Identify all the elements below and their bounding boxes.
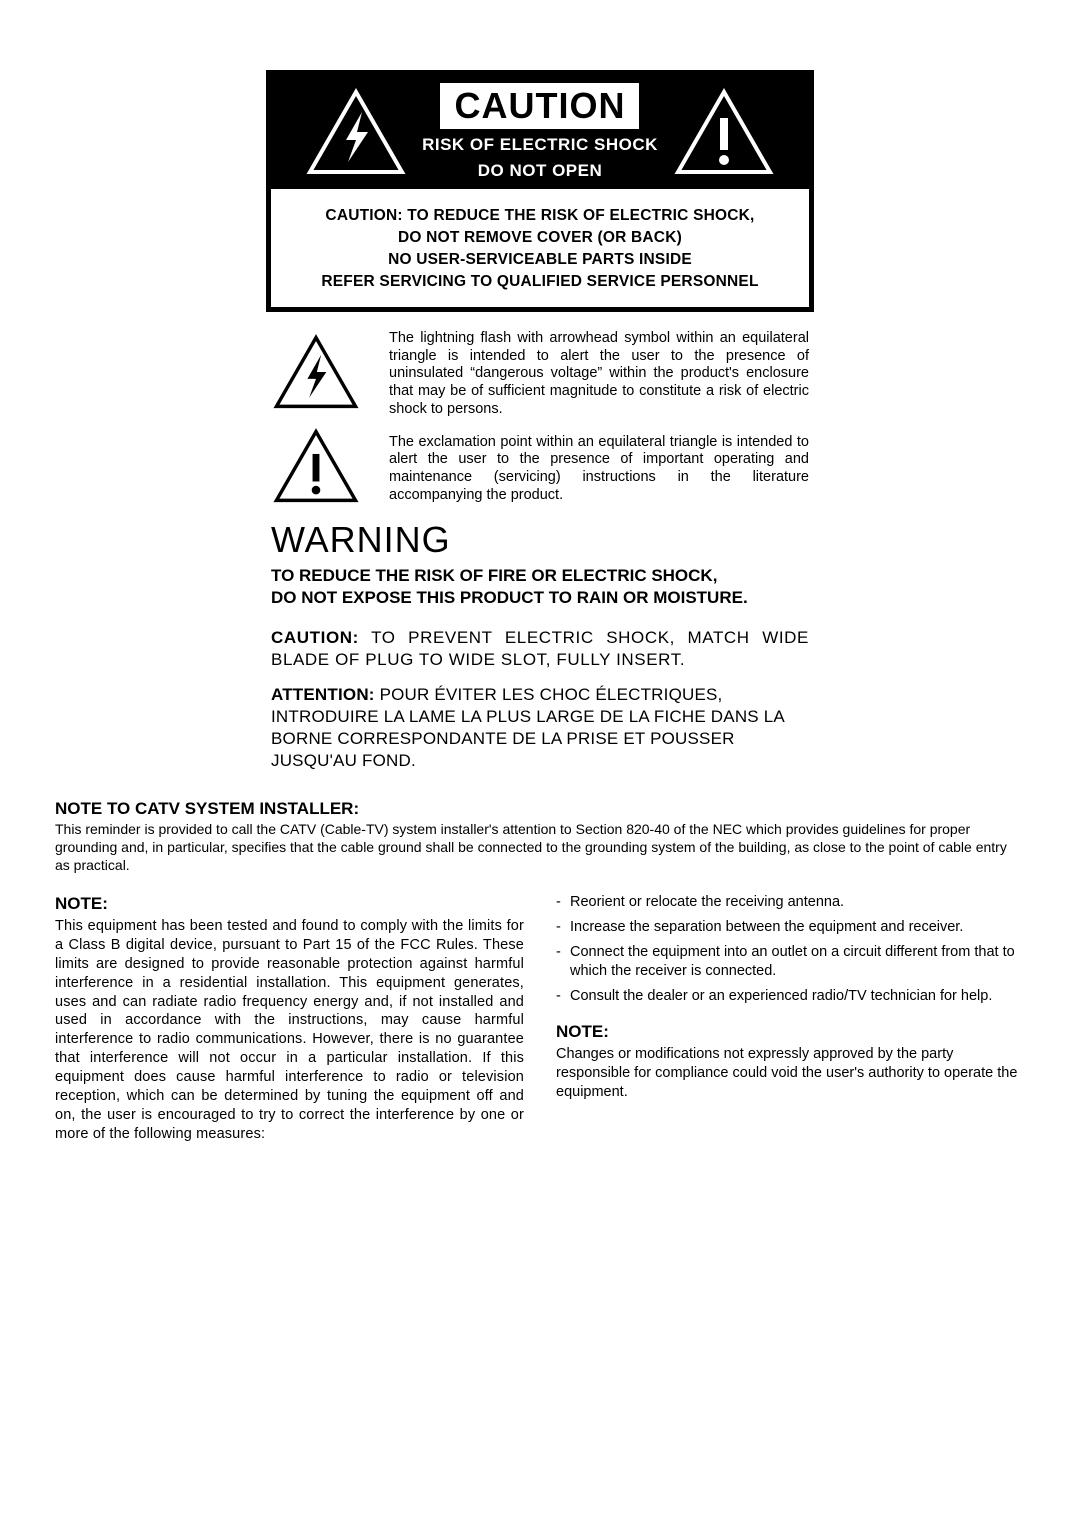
warning-line-2: DO NOT EXPOSE THIS PRODUCT TO RAIN OR MO…	[271, 588, 748, 607]
caution-box-body: CAUTION: TO REDUCE THE RISK OF ELECTRIC …	[271, 189, 809, 307]
bullet-item: Connect the equipment into an outlet on …	[556, 943, 1025, 981]
exclaim-triangle-icon	[273, 428, 359, 504]
lightning-triangle-icon	[306, 88, 406, 176]
bullet-item: Increase the separation between the equi…	[556, 918, 1025, 937]
caution-body-line-2: DO NOT REMOVE COVER (OR BACK)	[281, 229, 799, 247]
catv-body: This reminder is provided to call the CA…	[55, 821, 1025, 875]
risk-line-2: DO NOT OPEN	[422, 161, 658, 181]
caution-body-line-4: REFER SERVICING TO QUALIFIED SERVICE PER…	[281, 273, 799, 291]
catv-head: NOTE TO CATV SYSTEM INSTALLER:	[55, 799, 1025, 819]
note-left-head: NOTE:	[55, 893, 524, 915]
caution-paragraph: CAUTION: TO PREVENT ELECTRIC SHOCK, MATC…	[271, 627, 809, 671]
lightning-triangle-icon	[273, 334, 359, 410]
caution-box-title-block: CAUTION RISK OF ELECTRIC SHOCK DO NOT OP…	[422, 83, 658, 181]
lightning-icon-cell	[271, 334, 361, 415]
caution-box-header: CAUTION RISK OF ELECTRIC SHOCK DO NOT OP…	[271, 75, 809, 189]
caution-box: CAUTION RISK OF ELECTRIC SHOCK DO NOT OP…	[266, 70, 814, 312]
note-left-body: This equipment has been tested and found…	[55, 917, 524, 1143]
warning-body: TO REDUCE THE RISK OF FIRE OR ELECTRIC S…	[271, 565, 809, 609]
caution-title: CAUTION	[440, 83, 639, 129]
exclaim-explain-row: The exclamation point within an equilate…	[271, 428, 809, 509]
note-right-body: Changes or modifications not expressly a…	[556, 1045, 1025, 1102]
catv-section: NOTE TO CATV SYSTEM INSTALLER: This remi…	[55, 799, 1025, 875]
attention-paragraph: ATTENTION: POUR ÉVITER LES CHOC ÉLECTRIQ…	[271, 684, 809, 771]
attention-para-lead: ATTENTION:	[271, 685, 375, 704]
warning-title: WARNING	[271, 519, 809, 561]
bullet-item: Reorient or relocate the receiving anten…	[556, 893, 1025, 912]
caution-para-lead: CAUTION:	[271, 628, 359, 647]
warning-line-1: TO REDUCE THE RISK OF FIRE OR ELECTRIC S…	[271, 566, 717, 585]
note-right-head: NOTE:	[556, 1021, 1025, 1043]
note-right-bullets: Reorient or relocate the receiving anten…	[556, 893, 1025, 1005]
risk-line-1: RISK OF ELECTRIC SHOCK	[422, 135, 658, 155]
notes-two-column: NOTE: This equipment has been tested and…	[55, 893, 1025, 1143]
safety-notice-page: CAUTION RISK OF ELECTRIC SHOCK DO NOT OP…	[0, 0, 1080, 1183]
caution-body-line-3: NO USER-SERVICEABLE PARTS INSIDE	[281, 251, 799, 269]
exclaim-icon-cell	[271, 428, 361, 509]
notes-left-column: NOTE: This equipment has been tested and…	[55, 893, 524, 1143]
warning-block: WARNING TO REDUCE THE RISK OF FIRE OR EL…	[271, 519, 809, 771]
caution-body-line-1: CAUTION: TO REDUCE THE RISK OF ELECTRIC …	[281, 207, 799, 225]
bullet-item: Consult the dealer or an experienced rad…	[556, 987, 1025, 1006]
notes-right-column: Reorient or relocate the receiving anten…	[556, 893, 1025, 1143]
lightning-explain-row: The lightning flash with arrowhead symbo…	[271, 330, 809, 418]
lightning-explain-text: The lightning flash with arrowhead symbo…	[389, 330, 809, 418]
exclaim-triangle-icon	[674, 88, 774, 176]
exclaim-explain-text: The exclamation point within an equilate…	[389, 434, 809, 505]
